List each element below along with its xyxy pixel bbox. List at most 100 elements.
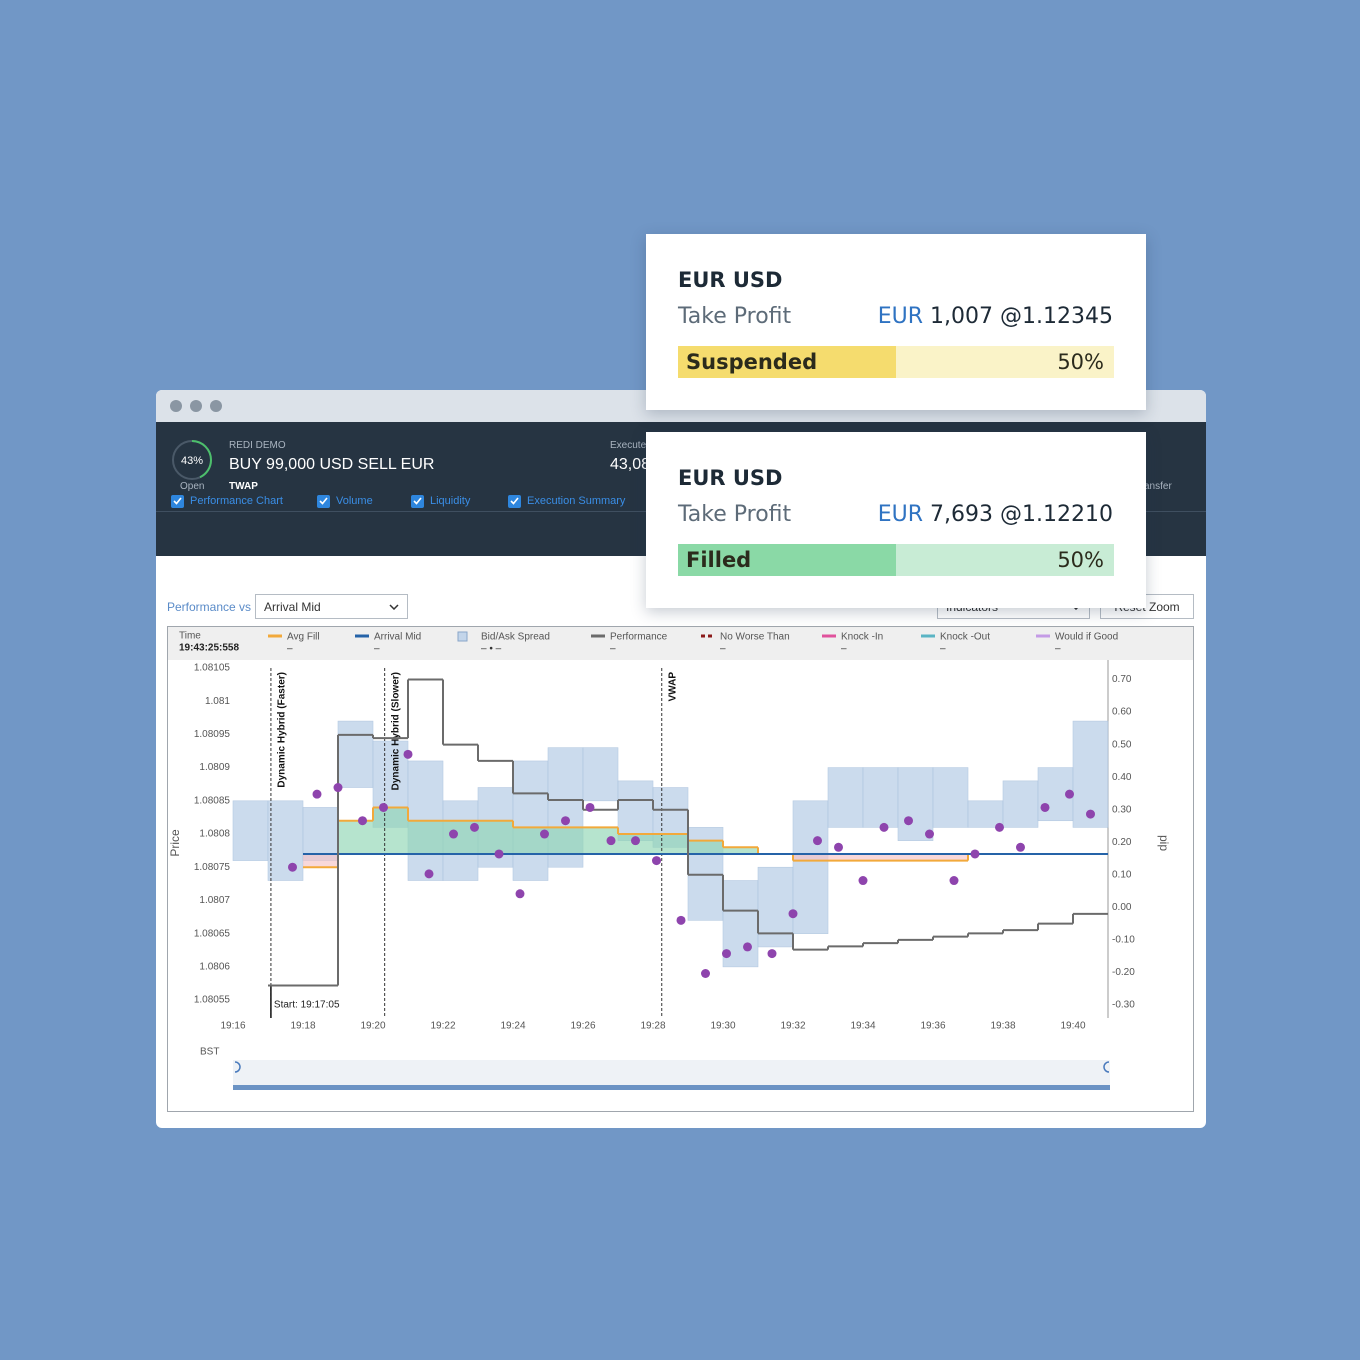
- tab-toggle[interactable]: Liquidity: [411, 493, 470, 509]
- y-tick-label: 1.08105: [194, 663, 231, 674]
- y2-tick-label: 0.70: [1112, 674, 1132, 685]
- x-tick-label: 19:32: [780, 1021, 805, 1032]
- strategy: TWAP: [229, 481, 258, 492]
- y-tick-label: 1.08055: [194, 995, 231, 1006]
- fill-dot: [606, 836, 616, 846]
- tab-label: Execution Summary: [527, 495, 626, 507]
- y-tick-label: 1.0806: [199, 961, 230, 972]
- y-tick-label: 1.0808: [199, 829, 230, 840]
- legend-value: –: [841, 644, 847, 655]
- fill-vs-arrival: [933, 853, 968, 861]
- y-axis-title: Price: [168, 829, 182, 857]
- x-tick-label: 19:40: [1060, 1021, 1085, 1032]
- y2-tick-label: 0.60: [1112, 707, 1132, 718]
- x-tick-label: 19:26: [570, 1021, 595, 1032]
- order: BUY 99,000 USD SELL EUR: [229, 456, 435, 473]
- fill-dot: [424, 869, 434, 879]
- executed-label: Execute: [610, 440, 647, 451]
- fill-dot: [949, 876, 959, 886]
- spread-band: [617, 780, 654, 841]
- x-tick-label: 19:38: [990, 1021, 1015, 1032]
- fill-dot: [561, 816, 570, 826]
- checkbox[interactable]: [317, 494, 330, 508]
- fill-dot: [676, 915, 686, 925]
- start-label: Start: 19:17:05: [274, 1000, 340, 1011]
- fill-vs-arrival: [898, 853, 933, 861]
- fill-dot: [379, 802, 388, 812]
- fill-dot: [515, 889, 525, 899]
- progress-arc: [172, 440, 212, 480]
- spread-band: [967, 800, 1004, 828]
- check: [173, 497, 182, 505]
- annotation-label: Dynamic Hybrid (Faster): [277, 672, 288, 788]
- spread-band: [1002, 780, 1039, 828]
- x-tick-label: 19:36: [920, 1021, 945, 1032]
- card-currency: EUR: [877, 304, 924, 329]
- spread-band: [932, 767, 969, 828]
- fill-dot: [1065, 789, 1074, 799]
- check: [319, 497, 328, 505]
- x-tick-label: 19:18: [290, 1021, 315, 1032]
- fill-dot: [333, 783, 343, 793]
- fill-dot: [585, 802, 595, 812]
- fill-dot: [904, 816, 913, 826]
- compare-value: Arrival Mid: [264, 599, 321, 614]
- spread-band: [757, 866, 794, 948]
- spread-band: [897, 767, 934, 841]
- executed-value: 43,08: [610, 456, 651, 473]
- spread-band: [827, 767, 864, 828]
- legend-value: –: [720, 644, 726, 655]
- fill-dot: [288, 862, 297, 872]
- tab-toggle[interactable]: Performance Chart: [171, 493, 283, 509]
- y2-tick-label: -0.10: [1112, 935, 1135, 946]
- legend-label: Bid/Ask Spread: [481, 632, 550, 643]
- card-status: Filled: [686, 548, 752, 572]
- navigator-handle[interactable]: [1103, 1061, 1110, 1073]
- x-tick-label: 19:16: [220, 1021, 245, 1032]
- checkbox[interactable]: [508, 494, 521, 508]
- navigator-handle[interactable]: [234, 1061, 241, 1073]
- card-percent: 50%: [1057, 548, 1104, 572]
- legend-value: – • –: [481, 644, 502, 655]
- legend-label: Performance: [610, 632, 668, 643]
- y2-tick-label: 0.50: [1112, 739, 1132, 750]
- fill-dot: [925, 829, 934, 839]
- card-pair: EUR USD: [678, 268, 783, 292]
- y-tick-label: 1.081: [205, 696, 230, 707]
- spread-band: [792, 800, 829, 934]
- progress-fill: [678, 346, 896, 378]
- fill-dot: [1086, 809, 1095, 819]
- fill-dot: [652, 856, 661, 866]
- y2-tick-label: 0.40: [1112, 772, 1132, 783]
- y2-tick-label: 0.20: [1112, 837, 1132, 848]
- fill-vs-arrival: [828, 853, 863, 861]
- legend-label: Avg Fill: [287, 632, 320, 643]
- fill-vs-arrival: [303, 853, 338, 868]
- card-amount: EUR 7,693 @1.12210: [878, 502, 1113, 527]
- navigator-bar: [233, 1085, 1110, 1090]
- compare-label: Performance vs: [167, 600, 252, 614]
- navigator: [233, 1060, 1110, 1086]
- y-tick-label: 1.08075: [194, 862, 231, 873]
- card-amount-value: 1,007 @1.12345: [930, 304, 1113, 329]
- card-amount-value: 7,693 @1.12210: [930, 502, 1113, 527]
- tab-toggle[interactable]: Execution Summary: [508, 493, 625, 509]
- checkbox[interactable]: [411, 494, 424, 508]
- fill-vs-arrival: [688, 840, 723, 854]
- legend-time: 19:43:25:558: [179, 643, 239, 654]
- spread-band: [232, 800, 269, 861]
- fill-dot: [1040, 802, 1050, 812]
- compare-select[interactable]: Arrival Mid: [255, 594, 408, 619]
- x-tick-label: 19:28: [640, 1021, 665, 1032]
- legend-value: –: [940, 644, 946, 655]
- order-card: EUR USD Take Profit EUR 7,693 @1.12210 F…: [646, 432, 1146, 608]
- card-status: Suspended: [686, 350, 818, 374]
- fill-dot: [494, 849, 504, 859]
- tab-toggle[interactable]: Volume: [317, 493, 373, 509]
- checkbox[interactable]: [171, 494, 184, 508]
- tab-label: Performance Chart: [190, 495, 283, 507]
- legend-label: Knock -In: [841, 632, 883, 643]
- annotation-label: VWAP: [667, 672, 678, 702]
